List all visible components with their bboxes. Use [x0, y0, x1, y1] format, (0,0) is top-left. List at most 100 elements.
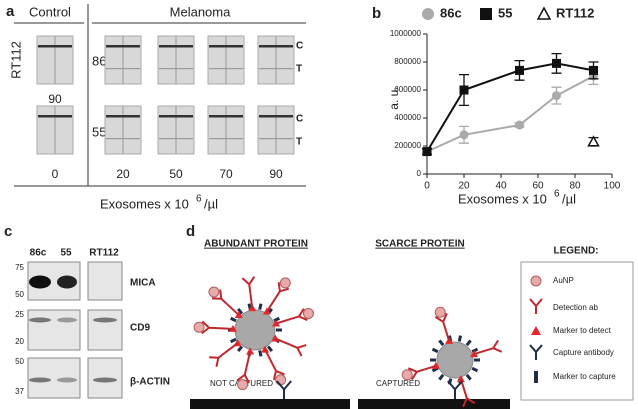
detection-ab	[266, 297, 277, 313]
capture-marker	[273, 316, 280, 323]
detection-ab	[444, 329, 451, 342]
control-band	[209, 115, 243, 118]
panel-label: b	[372, 5, 381, 22]
detection-ab	[434, 312, 448, 330]
capture-marker	[230, 337, 237, 344]
capture-marker	[236, 307, 244, 315]
test-band	[159, 68, 193, 70]
x-axis-label: Exosomes x 10	[100, 196, 189, 211]
x-axis-label-unit: /µl	[204, 196, 218, 211]
y-tick-label: 0	[417, 169, 422, 178]
panel-label: c	[4, 223, 12, 240]
blot	[27, 309, 81, 351]
capture-marker	[465, 339, 472, 347]
band	[57, 377, 77, 383]
point	[459, 130, 469, 140]
control-band	[159, 115, 193, 118]
legend-icon	[529, 298, 543, 314]
capture-marker	[258, 350, 263, 357]
mw-marker: 20	[15, 337, 24, 346]
y-tick-label: 400000	[394, 113, 421, 122]
legend-item: AuNP	[553, 276, 574, 285]
conc-label: 90	[48, 92, 62, 106]
legend-marker	[480, 8, 492, 20]
capture-marker	[471, 347, 479, 354]
control-band	[159, 45, 193, 48]
point	[552, 58, 561, 68]
control-band	[106, 115, 140, 118]
detection-ab	[264, 349, 274, 365]
band-label: T	[296, 64, 302, 75]
conc-label: 50	[169, 167, 183, 181]
aunp	[237, 379, 249, 391]
detection-ab	[473, 349, 486, 356]
band	[29, 377, 51, 383]
control-band	[38, 115, 72, 118]
scenario-title: SCARCE PROTEIN	[375, 239, 464, 250]
capture-marker	[471, 366, 479, 373]
status: CAPTURED	[376, 379, 420, 388]
point	[422, 147, 432, 157]
lane-label: 86c	[30, 248, 47, 259]
point	[515, 120, 524, 130]
panel-label: d	[186, 223, 195, 240]
x-axis-label-sup: 6	[196, 194, 202, 205]
test-band	[209, 68, 243, 70]
aunp	[434, 306, 446, 318]
legend-marker	[536, 6, 552, 20]
detection-ab	[236, 366, 250, 384]
legend-item: Marker to capture	[553, 372, 616, 381]
capture-marker	[457, 335, 463, 342]
x-axis-label-unit: /µl	[562, 191, 576, 206]
target-marker	[261, 345, 270, 353]
aunp	[279, 277, 291, 289]
x-tick-label: 60	[532, 181, 544, 192]
x-axis-label: Exosomes x 10	[458, 191, 547, 206]
detection-ab	[224, 342, 239, 354]
legend-item: Marker to detect	[553, 326, 612, 335]
legend-label: 86c	[440, 5, 462, 20]
control-band	[106, 45, 140, 48]
conc-label: 0	[52, 167, 59, 181]
test-band	[159, 138, 193, 140]
surface	[358, 399, 510, 409]
aunp	[193, 321, 205, 333]
legend-label: RT112	[556, 5, 594, 20]
detection-ab	[241, 276, 256, 293]
band	[57, 275, 77, 289]
capture-marker	[431, 347, 439, 354]
scenario-title: ABUNDANT PROTEIN	[204, 239, 308, 250]
aunp	[530, 275, 542, 287]
detection-ab	[212, 289, 228, 305]
capture-marker	[236, 345, 244, 353]
detection-ab	[289, 343, 307, 357]
y-axis-label: a. u.	[387, 86, 401, 109]
legend-icon	[531, 326, 541, 335]
y-tick-label: 800000	[394, 57, 421, 66]
detection-ab	[245, 351, 252, 368]
x-axis-label-sup: 6	[554, 189, 560, 200]
control-band	[209, 45, 243, 48]
test-band	[209, 138, 243, 140]
control-band	[259, 45, 293, 48]
series-line	[426, 62, 594, 153]
detection-ab	[275, 317, 292, 325]
y-tick-label: 200000	[394, 141, 421, 150]
legend-item: Detection ab	[553, 303, 598, 312]
detection-ab	[291, 308, 308, 321]
x-tick-label: 80	[569, 181, 581, 192]
aunp	[401, 369, 413, 381]
bead	[436, 341, 474, 379]
target-marker	[246, 347, 255, 355]
capture-marker	[438, 373, 445, 381]
band-label: C	[296, 41, 303, 52]
protein-label: β-ACTIN	[130, 377, 170, 388]
x-tick-label: 40	[495, 181, 507, 192]
legend-icon	[529, 344, 543, 360]
capture-marker	[230, 316, 237, 323]
detection-ab	[226, 303, 240, 316]
panel-label: a	[6, 3, 15, 20]
detection-ab	[216, 327, 234, 330]
group-label: Control	[29, 4, 71, 19]
